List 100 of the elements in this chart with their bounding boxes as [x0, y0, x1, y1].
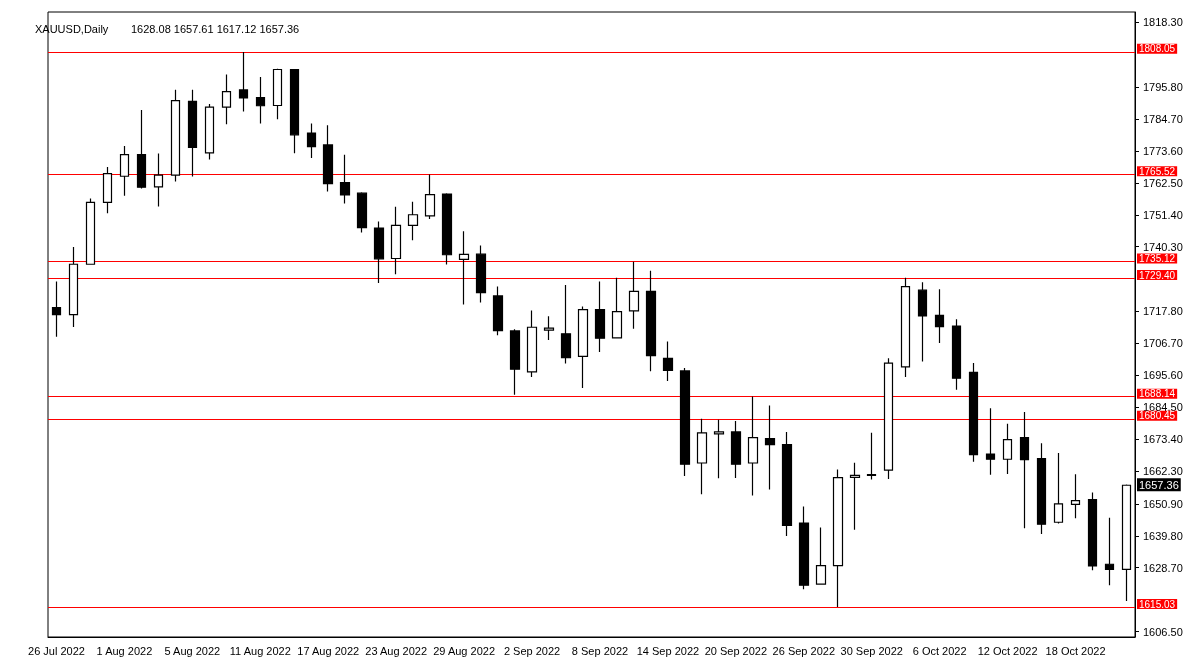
- y-tick-label: 1673.40: [1143, 433, 1183, 446]
- candlestick: [119, 145, 130, 197]
- candlestick: [645, 270, 657, 372]
- candlestick: [815, 526, 827, 585]
- y-tick-label: 1628.70: [1143, 561, 1183, 574]
- candlestick: [255, 76, 266, 125]
- x-tick-label: 11 Aug 2022: [229, 644, 291, 657]
- y-tick-label: 1717.80: [1143, 305, 1183, 318]
- candlestick: [272, 68, 283, 120]
- candlestick: [68, 246, 79, 328]
- candlestick: [289, 68, 300, 154]
- candlestick: [577, 305, 589, 389]
- x-tick-label: 6 Oct 2022: [912, 644, 967, 657]
- x-tick-label: 5 Aug 2022: [164, 644, 221, 657]
- x-tick-label: 1 Aug 2022: [96, 644, 153, 657]
- candlestick: [764, 404, 776, 491]
- x-tick-label: 26 Jul 2022: [28, 644, 85, 657]
- candlestick: [628, 261, 640, 330]
- candlestick: [1036, 442, 1047, 535]
- candlestick: [985, 407, 996, 476]
- ref-line-label: 1688.14: [1139, 388, 1176, 400]
- candlestick: [424, 173, 436, 220]
- ref-line-label: 1735.12: [1139, 253, 1176, 265]
- candlestick: [713, 419, 725, 479]
- candlestick: [1121, 483, 1132, 602]
- y-tick-label: 1751.40: [1143, 208, 1183, 221]
- candlestick: [509, 328, 521, 396]
- candlestick: [153, 152, 164, 208]
- candlestick: [934, 288, 945, 344]
- x-tick-label: 17 Aug 2022: [297, 644, 360, 657]
- x-tick-label: 23 Aug 2022: [365, 644, 428, 657]
- y-tick-label: 1706.70: [1143, 337, 1183, 350]
- candlestick: [747, 395, 759, 497]
- text: XAUUSD,Daily: [35, 22, 109, 35]
- candlestick: [238, 51, 249, 113]
- candlestick: [543, 315, 555, 341]
- candlestick: [356, 191, 368, 234]
- y-tick-label: 1762.50: [1143, 176, 1183, 189]
- candlestick: [322, 124, 334, 193]
- candlestick: [85, 197, 96, 266]
- ref-line-label: 1808.05: [1139, 43, 1176, 55]
- y-tick-label: 1818.30: [1143, 16, 1183, 29]
- candlestick: [407, 201, 419, 241]
- x-tick-label: 26 Sep 2022: [772, 644, 835, 657]
- y-tick-label: 1606.50: [1143, 625, 1183, 638]
- text: 1657.36: [1139, 478, 1179, 491]
- x-tick-label: 2 Sep 2022: [503, 644, 561, 657]
- x-tick-label: 20 Sep 2022: [704, 644, 768, 657]
- x-tick-label: 18 Oct 2022: [1045, 644, 1106, 657]
- y-tick-label: 1650.90: [1143, 497, 1183, 510]
- candlestick: [696, 418, 708, 495]
- candlestick: [373, 220, 385, 284]
- candlestick: [475, 244, 487, 304]
- text: 1628.08 1657.61 1617.12 1657.36: [131, 22, 300, 35]
- candlestick: [917, 281, 928, 363]
- y-tick-label: 1773.60: [1143, 144, 1183, 157]
- candlestick: [136, 109, 147, 190]
- candlestick: [679, 367, 691, 477]
- candlestick: [492, 285, 504, 336]
- x-tick-label: 8 Sep 2022: [571, 644, 629, 657]
- y-tick-label: 1784.70: [1143, 112, 1183, 125]
- candlestick: [1002, 423, 1013, 475]
- ref-line-label: 1615.03: [1139, 598, 1176, 610]
- x-tick-label: 29 Aug 2022: [433, 644, 496, 657]
- x-tick-label: 14 Sep 2022: [636, 644, 700, 657]
- candlestick: [526, 309, 538, 378]
- candlestick: [306, 123, 317, 159]
- candlestick: [798, 505, 810, 590]
- candlestick: [187, 89, 198, 178]
- candlestick: [900, 277, 911, 378]
- candlestick: [883, 357, 894, 480]
- candlestick: [1019, 411, 1030, 529]
- y-tick-label: 1639.80: [1143, 529, 1183, 542]
- candlestick: [594, 280, 606, 353]
- candlestick: [730, 420, 742, 479]
- y-tick-label: 1740.30: [1143, 240, 1183, 253]
- candlestick: [1070, 473, 1081, 519]
- candlestick: [866, 432, 877, 480]
- candlestick: [170, 89, 181, 183]
- candlestick: [968, 362, 979, 463]
- candlestick: [458, 230, 470, 306]
- x-tick-label: 30 Sep 2022: [840, 644, 903, 657]
- candlestick: [51, 280, 62, 338]
- candlestick: [781, 431, 793, 537]
- x-tick-label: 12 Oct 2022: [977, 644, 1038, 657]
- candlestick: [204, 103, 215, 161]
- candlestick: [849, 462, 861, 531]
- candlestick: [221, 73, 232, 125]
- candlestick: [1104, 517, 1115, 586]
- ref-line-label: 1729.40: [1139, 269, 1176, 281]
- y-tick-label: 1662.30: [1143, 465, 1183, 478]
- candlestick: [390, 206, 402, 275]
- candlestick: [339, 154, 351, 205]
- ref-line-label: 1680.45: [1139, 410, 1176, 422]
- candlestick: [832, 469, 844, 608]
- candlestick: [611, 277, 623, 340]
- candlestick: [1087, 492, 1098, 571]
- candlestick: [560, 284, 572, 365]
- candlestick: [951, 318, 962, 391]
- y-tick-label: 1695.60: [1143, 369, 1183, 382]
